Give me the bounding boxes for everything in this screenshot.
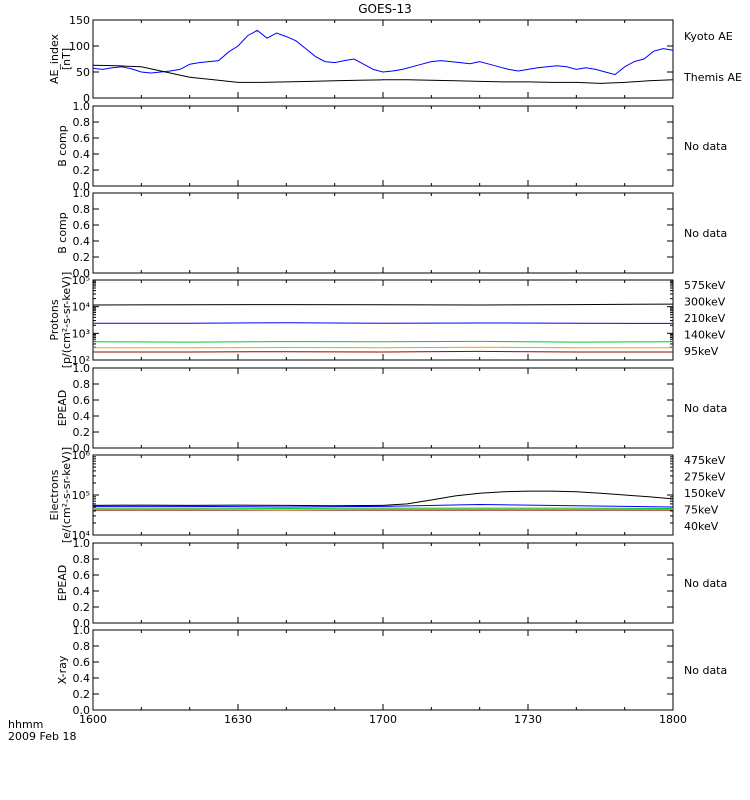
y-tick-label-epead2: 1.0 bbox=[73, 537, 91, 550]
y-tick-label-ae: 150 bbox=[69, 14, 90, 27]
y-tick-label-epead2: 0.8 bbox=[73, 553, 91, 566]
plot-title: GOES-13 bbox=[358, 2, 412, 16]
legend-entry: 40keV bbox=[684, 520, 719, 533]
y-axis-label-ae: [nT] bbox=[60, 48, 73, 70]
series-line-210kev bbox=[92, 340, 674, 343]
y-tick-label-epead1: 0.6 bbox=[73, 394, 91, 407]
y-axis-label-protons: Protons bbox=[48, 299, 61, 340]
y-tick-label-xray: 0.8 bbox=[73, 640, 91, 653]
legend-entry: 475keV bbox=[684, 454, 726, 467]
y-tick-label-xray: 0.4 bbox=[73, 672, 91, 685]
y-tick-label-b1: 0.2 bbox=[73, 164, 91, 177]
y-tick-label-b2: 1.0 bbox=[73, 187, 91, 200]
no-data-label: No data bbox=[684, 140, 727, 153]
y-tick-label-b1: 0.0 bbox=[73, 180, 91, 193]
y-axis-label-ae: AE_index bbox=[48, 33, 61, 84]
y-tick-label-electrons: 10⁶ bbox=[72, 449, 91, 462]
y-tick-label-b2: 0.0 bbox=[73, 267, 91, 280]
y-axis-label-protons: [p/(cm²-s-sr-keV)] bbox=[60, 272, 73, 369]
panels-group: 0 50 100 150 AE_index [nT] Kyoto AE Themis AE 0.… bbox=[48, 14, 742, 726]
legend-entry: Kyoto AE bbox=[684, 30, 733, 43]
y-tick-label-xray: 0.0 bbox=[73, 704, 91, 717]
y-tick-label-electrons: 10⁵ bbox=[72, 489, 90, 502]
y-tick-label-epead2: 0.0 bbox=[73, 617, 91, 630]
x-tick-label: 1700 bbox=[369, 713, 397, 726]
y-tick-label-epead1: 0.0 bbox=[73, 442, 91, 455]
y-tick-label-ae: 0 bbox=[83, 92, 90, 105]
no-data-label: No data bbox=[684, 227, 727, 240]
panel-frame-ae bbox=[92, 19, 674, 99]
series-line-40kev bbox=[92, 490, 674, 507]
y-tick-label-protons: 10³ bbox=[72, 327, 90, 340]
x-tick-label: 1630 bbox=[224, 713, 252, 726]
y-axis-label-electrons: [e/(cm²-s-sr-keV)] bbox=[60, 447, 73, 543]
panel-frame-xray bbox=[92, 629, 674, 711]
series-line-575kev bbox=[93, 350, 673, 353]
y-tick-label-ae: 100 bbox=[69, 40, 90, 53]
series-line-75kev bbox=[93, 503, 674, 508]
x-tick-label: 1730 bbox=[514, 713, 542, 726]
y-axis-label-epead1: EPEAD bbox=[56, 390, 69, 427]
legend-entry: 210keV bbox=[684, 312, 726, 325]
x-axis-left-label: hhmm bbox=[8, 718, 43, 731]
series-line-95kev bbox=[92, 303, 674, 306]
series-line-kyoto-ae bbox=[92, 29, 674, 76]
y-tick-label-epead1: 0.2 bbox=[73, 426, 91, 439]
legend-entry: 150keV bbox=[684, 487, 726, 500]
panel-frame-b1 bbox=[92, 105, 674, 187]
y-tick-label-xray: 1.0 bbox=[73, 624, 91, 637]
y-tick-label-b1: 1.0 bbox=[73, 100, 91, 113]
y-tick-label-protons: 10⁵ bbox=[72, 274, 90, 287]
x-axis-date-label: 2009 Feb 18 bbox=[8, 730, 76, 743]
y-tick-label-electrons: 10⁴ bbox=[72, 529, 91, 542]
y-tick-label-b1: 0.6 bbox=[73, 132, 91, 145]
legend-entry: 575keV bbox=[684, 279, 726, 292]
legend-entry: 275keV bbox=[684, 471, 726, 484]
y-tick-label-epead1: 0.4 bbox=[73, 410, 91, 423]
panel-frame-epead1 bbox=[92, 367, 674, 449]
y-tick-label-xray: 0.6 bbox=[73, 656, 91, 669]
y-axis-label-electrons: Electrons bbox=[48, 469, 61, 520]
x-tick-label: 1600 bbox=[79, 713, 107, 726]
y-axis-label-b1: B comp bbox=[56, 125, 69, 167]
y-tick-label-b2: 0.4 bbox=[73, 235, 91, 248]
panel-frame-epead2 bbox=[92, 542, 674, 624]
y-tick-label-b1: 0.8 bbox=[73, 116, 91, 129]
no-data-label: No data bbox=[684, 664, 727, 677]
y-tick-label-b2: 0.2 bbox=[73, 251, 91, 264]
x-tick-label: 1800 bbox=[659, 713, 687, 726]
legend-entry: 75keV bbox=[684, 504, 719, 517]
y-tick-label-epead1: 0.8 bbox=[73, 378, 91, 391]
legend-entry: Themis AE bbox=[683, 71, 742, 84]
no-data-label: No data bbox=[684, 577, 727, 590]
panel-frame-b2 bbox=[92, 192, 674, 274]
legend-entry: 140keV bbox=[684, 329, 726, 342]
y-tick-label-b1: 0.4 bbox=[73, 148, 91, 161]
legend-entry: 95keV bbox=[684, 345, 719, 358]
y-tick-label-epead2: 0.2 bbox=[73, 601, 91, 614]
y-axis-label-epead2: EPEAD bbox=[56, 565, 69, 602]
y-tick-label-protons: 10² bbox=[72, 354, 90, 367]
y-tick-label-b2: 0.8 bbox=[73, 203, 91, 216]
panel-frame-electrons bbox=[92, 454, 674, 536]
y-tick-label-epead1: 1.0 bbox=[73, 362, 91, 375]
series-line-themis-ae bbox=[92, 64, 674, 84]
y-axis-label-xray: X-ray bbox=[56, 655, 69, 684]
y-tick-label-epead2: 0.4 bbox=[73, 585, 91, 598]
series-line-140kev bbox=[93, 322, 674, 324]
y-tick-label-b2: 0.6 bbox=[73, 219, 91, 232]
no-data-label: No data bbox=[684, 402, 727, 415]
y-tick-label-protons: 10⁴ bbox=[72, 301, 91, 314]
y-axis-label-b2: B comp bbox=[56, 212, 69, 254]
legend-entry: 300keV bbox=[684, 296, 726, 309]
y-tick-label-xray: 0.2 bbox=[73, 688, 91, 701]
y-tick-label-epead2: 0.6 bbox=[73, 569, 91, 582]
y-tick-label-ae: 50 bbox=[76, 66, 90, 79]
